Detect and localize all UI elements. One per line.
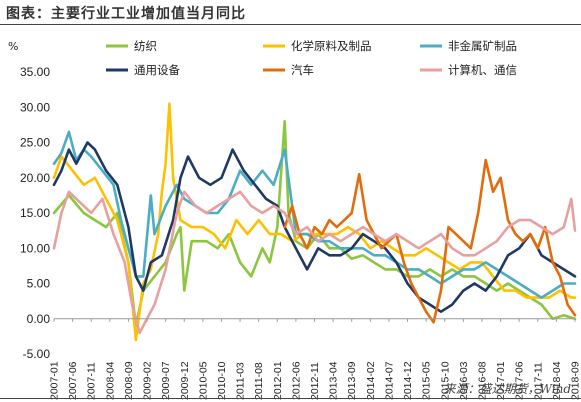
x-tick-label: 2007-11 bbox=[86, 362, 98, 400]
x-tick-label: 2014-07 bbox=[383, 361, 395, 400]
x-tick-label: 2016-03 bbox=[458, 361, 470, 400]
legend-label: 化学原料及制品 bbox=[291, 39, 372, 53]
y-tick-label: 35.00 bbox=[20, 65, 50, 79]
x-tick-label: 2018-04 bbox=[551, 361, 563, 400]
y-unit-label: % bbox=[8, 40, 18, 53]
series-layer bbox=[52, 102, 577, 342]
x-tick-label: 2009-02 bbox=[142, 361, 154, 400]
page-title: 图表：主要行业工业增加值当月同比 bbox=[6, 6, 246, 22]
x-tick-label: 2008-09 bbox=[123, 361, 135, 400]
x-tick-label: 2007-06 bbox=[67, 361, 79, 400]
y-tick-label: 25.00 bbox=[20, 136, 50, 150]
x-tick-label: 2010-10 bbox=[216, 361, 228, 400]
y-tick-label: 20.00 bbox=[20, 171, 50, 185]
series-line-1 bbox=[52, 120, 577, 328]
legend-label: 通用设备 bbox=[134, 63, 180, 77]
series-line-6 bbox=[52, 190, 577, 335]
x-tick-label: 2012-01 bbox=[272, 361, 284, 400]
x-tick-label: 2009-12 bbox=[179, 361, 191, 400]
x-tick-label: 2014-12 bbox=[402, 361, 414, 400]
x-tick-label: 2015-05 bbox=[421, 361, 433, 400]
series-line-4 bbox=[52, 141, 577, 314]
x-tick-label: 2012-06 bbox=[290, 361, 302, 400]
x-tick-label: 2012-11 bbox=[309, 362, 321, 400]
x-tick-label: 2015-10 bbox=[439, 361, 451, 400]
y-tick-label: 0.00 bbox=[27, 312, 51, 326]
source-divider bbox=[0, 398, 581, 399]
x-tick-label: 2014-02 bbox=[365, 361, 377, 400]
source-note: 来源：盛达期货，Wind bbox=[443, 382, 571, 396]
y-axis: 35.00 30.00 25.00 20.00 15.00 10.00 5.00 0.00 -5… bbox=[20, 65, 50, 361]
series-line-5 bbox=[283, 158, 577, 324]
y-tick-label: 30.00 bbox=[20, 100, 50, 114]
x-tick-label: 2017-11 bbox=[532, 362, 544, 400]
x-tick-label: 2013-04 bbox=[328, 361, 340, 400]
x-tick-label: 2017-01 bbox=[495, 361, 507, 400]
legend-label: 计算机、通信 bbox=[448, 63, 517, 77]
y-tick-label: -5.00 bbox=[23, 347, 51, 361]
legend-label: 汽车 bbox=[291, 63, 314, 77]
legend-label: 纺织 bbox=[134, 39, 157, 53]
x-tick-label: 2007-01 bbox=[49, 361, 61, 400]
series-line-3 bbox=[52, 130, 577, 299]
x-tick-label: 2016-08 bbox=[476, 361, 488, 400]
x-tick-label: 2017-06 bbox=[514, 361, 526, 400]
x-axis: 2007-01 2007-06 2007-11 2008-04 2008-09 2009-… bbox=[49, 318, 581, 400]
y-tick-label: 5.00 bbox=[27, 277, 51, 291]
x-tick-label: 2018-09 bbox=[570, 361, 581, 400]
x-tick-label: 2011-03 bbox=[235, 362, 247, 400]
x-tick-label: 2011-08 bbox=[253, 362, 265, 400]
title-bar: 图表：主要行业工业增加值当月同比 bbox=[0, 0, 581, 25]
y-tick-label: 10.00 bbox=[20, 241, 50, 255]
x-tick-label: 2010-05 bbox=[197, 361, 209, 400]
x-tick-label: 2008-04 bbox=[104, 361, 116, 400]
x-tick-label: 2013-09 bbox=[346, 361, 358, 400]
legend-label: 非金属矿制品 bbox=[448, 39, 517, 53]
y-tick-label: 15.00 bbox=[20, 206, 50, 220]
x-tick-label: 2009-07 bbox=[160, 361, 172, 400]
